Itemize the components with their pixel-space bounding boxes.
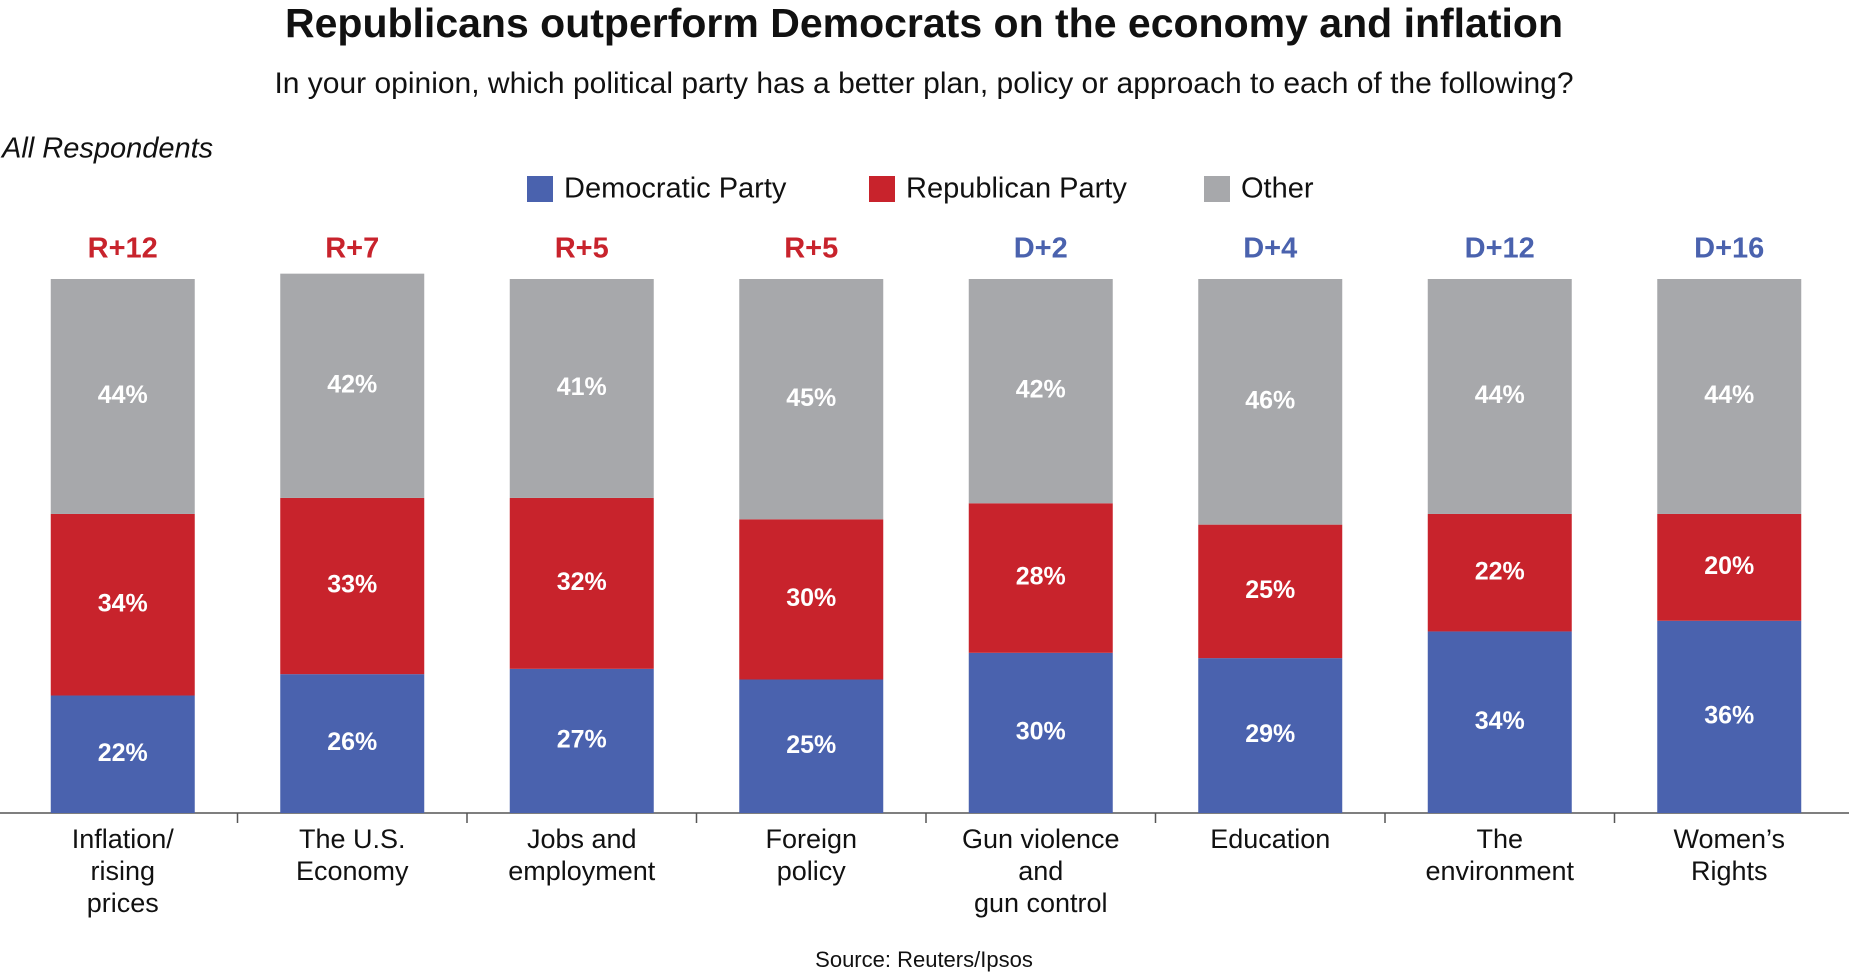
x-tick-label-line: Gun violence <box>962 824 1120 854</box>
bar-segment <box>739 679 884 813</box>
annotation: R+5 <box>784 233 838 265</box>
x-tick-label-line: environment <box>1425 856 1574 886</box>
x-tick-label-line: The <box>1476 824 1523 854</box>
x-tick-label: Inflation/rising prices <box>72 824 175 918</box>
value-label: 22% <box>1475 557 1525 585</box>
bar-segment <box>1657 513 1802 621</box>
value-label: 44% <box>1704 381 1754 409</box>
x-tick-label: The U.S. Economy <box>296 824 409 886</box>
annotation: D+4 <box>1243 233 1297 265</box>
legend-swatch <box>527 176 553 202</box>
x-tick-label-line: rising <box>90 856 155 886</box>
value-label: 30% <box>1016 718 1066 746</box>
annotation: D+12 <box>1465 233 1535 265</box>
bar-segment <box>509 497 654 669</box>
chart-title: Republicans outperform Democrats on the … <box>285 0 1563 46</box>
bar-segment <box>1198 279 1343 525</box>
value-label: 44% <box>1475 381 1525 409</box>
value-label: 36% <box>1704 701 1754 729</box>
legend-swatch <box>1204 176 1230 202</box>
note: All Respondents <box>0 133 213 165</box>
annotation: R+12 <box>88 233 158 265</box>
annotation: R+5 <box>555 233 609 265</box>
value-label: 22% <box>98 739 148 767</box>
bar-segment <box>280 273 425 498</box>
x-tick-label: Jobs and employment <box>508 824 656 886</box>
x-tick-label: Gun violence and gun control <box>962 824 1120 918</box>
bar-segment <box>50 695 195 813</box>
x-tick-label: Women’s Rights <box>1673 824 1785 886</box>
bar-segment <box>739 279 884 520</box>
legend-swatch <box>869 176 895 202</box>
x-tick-label-line: policy <box>777 856 847 886</box>
legend-label: Other <box>1241 173 1314 205</box>
annotation: D+16 <box>1694 233 1764 265</box>
bar-segment <box>1657 279 1802 514</box>
legend-label: Republican Party <box>906 173 1127 205</box>
value-label: 27% <box>557 726 607 754</box>
bar-segment <box>968 279 1113 504</box>
bar-segment <box>968 652 1113 813</box>
value-label: 45% <box>786 384 836 412</box>
x-tick-label-line: The U.S. <box>299 824 406 854</box>
bar-segment <box>50 279 195 514</box>
value-label: 25% <box>1245 576 1295 604</box>
value-label: 44% <box>98 381 148 409</box>
source: Source: Reuters/Ipsos <box>815 947 1033 972</box>
value-label: 28% <box>1016 563 1066 591</box>
x-tick-label-line: Education <box>1210 824 1330 854</box>
annotation: R+7 <box>325 233 379 265</box>
x-tick-label-line: and <box>1018 856 1063 886</box>
x-tick-label-line: Jobs and <box>527 824 637 854</box>
x-tick-label-line: employment <box>508 856 656 886</box>
value-label: 29% <box>1245 720 1295 748</box>
x-tick-label-line: gun control <box>974 888 1108 918</box>
value-label: 32% <box>557 568 607 596</box>
value-label: 41% <box>557 373 607 401</box>
value-label: 30% <box>786 584 836 612</box>
bar-segment <box>1198 524 1343 659</box>
value-label: 34% <box>1475 707 1525 735</box>
annotation: D+2 <box>1014 233 1068 265</box>
x-tick-label-line: Rights <box>1691 856 1768 886</box>
bar-segment <box>1427 513 1572 632</box>
x-tick-label: Foreign policy <box>765 824 857 886</box>
bar-segment <box>509 279 654 498</box>
value-label: 42% <box>1016 376 1066 404</box>
bar-segment <box>50 513 195 696</box>
bar-segment <box>280 497 425 675</box>
value-label: 33% <box>327 571 377 599</box>
bar-segment <box>968 503 1113 653</box>
bar-segment <box>1198 658 1343 813</box>
bar-segment <box>280 674 425 813</box>
bar-segment <box>739 519 884 680</box>
x-tick-label-line: Inflation/ <box>72 824 175 854</box>
value-label: 26% <box>327 728 377 756</box>
x-tick-label-line: Foreign <box>765 824 857 854</box>
x-tick-label-line: prices <box>87 888 159 918</box>
x-tick-label: The environment <box>1425 824 1574 886</box>
chart-subtitle: In your opinion, which political party h… <box>274 67 1573 100</box>
value-label: 42% <box>327 370 377 398</box>
value-label: 46% <box>1245 386 1295 414</box>
x-tick-label-line: Women’s <box>1673 824 1785 854</box>
bar-segment <box>1427 631 1572 813</box>
value-label: 20% <box>1704 552 1754 580</box>
legend-label: Democratic Party <box>564 173 787 205</box>
x-tick-label-line: Economy <box>296 856 409 886</box>
bar-segment <box>1657 620 1802 813</box>
bar-segment <box>1427 279 1572 514</box>
x-tick-label: Education <box>1210 824 1330 854</box>
bar-segment <box>509 668 654 813</box>
value-label: 25% <box>786 731 836 759</box>
value-label: 34% <box>98 589 148 617</box>
